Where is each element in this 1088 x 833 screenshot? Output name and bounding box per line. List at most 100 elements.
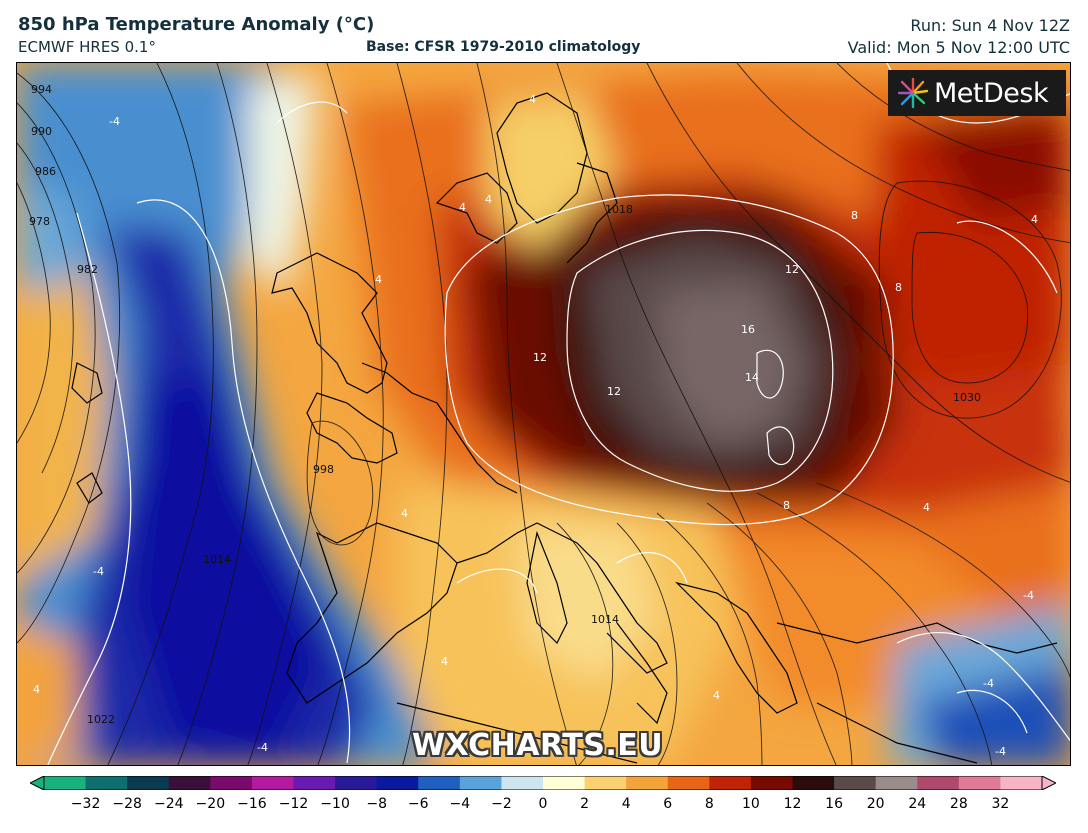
anomaly-label: 8 xyxy=(895,281,902,294)
anomaly-label: 4 xyxy=(401,507,408,520)
isobar-label: 982 xyxy=(77,263,98,276)
anomaly-label: 12 xyxy=(785,263,799,276)
colorbar-tick-label: −16 xyxy=(237,796,267,812)
isobar-label: 1030 xyxy=(953,391,981,404)
anomaly-label: 4 xyxy=(441,655,448,668)
colorbar-tick-label: 6 xyxy=(663,796,673,812)
colorbar-swatch xyxy=(709,776,752,790)
colorbar-swatch xyxy=(168,776,211,790)
colorbar-swatch xyxy=(127,776,170,790)
isobar-label: 990 xyxy=(31,125,52,138)
anomaly-label: -4 xyxy=(257,741,268,754)
colorbar-swatch xyxy=(875,776,918,790)
colorbar-tick-label: −28 xyxy=(112,796,142,812)
anomaly-label: 4 xyxy=(375,273,382,286)
metdesk-logo: MetDesk xyxy=(888,70,1066,116)
colorbar-swatch xyxy=(376,776,419,790)
colorbar-tick-label: −4 xyxy=(449,796,471,812)
anomaly-label: 4 xyxy=(33,683,40,696)
anomaly-field xyxy=(17,63,1070,765)
model-label: ECMWF HRES 0.1° xyxy=(18,38,156,56)
colorbar-tick-label: −8 xyxy=(366,796,387,812)
weather-map[interactable]: 994 990 986 978 982 998 1014 1014 1022 1… xyxy=(16,62,1071,766)
anomaly-map-canvas: 994 990 986 978 982 998 1014 1014 1022 1… xyxy=(17,63,1070,765)
colorbar-swatch xyxy=(1000,776,1043,790)
colorbar-swatch xyxy=(210,776,253,790)
isobar-label: 1014 xyxy=(203,553,231,566)
colorbar-swatch xyxy=(459,776,502,790)
anomaly-labels: -4 4 4 4 4 12 12 12 16 14 8 8 8 4 4 4 4 … xyxy=(33,93,1038,758)
colorbar-tick-label: 16 xyxy=(825,796,843,812)
colorbar-tick-label: −32 xyxy=(70,796,101,812)
anomaly-label: 4 xyxy=(529,93,536,106)
colorbar-swatch xyxy=(543,776,586,790)
colorbar-tick-label: 28 xyxy=(949,796,968,812)
climatology-base-label: Base: CFSR 1979-2010 climatology xyxy=(366,39,641,55)
colorbar-tick-label: 0 xyxy=(538,796,548,812)
colorbar-swatch xyxy=(85,776,128,790)
colorbar-swatch xyxy=(293,776,336,790)
colorbar-tick-labels: −32 −28 −24 −20 −16 −12 −10 −8 −6 −4 −2 0 2 4 6 8 10 12 16… xyxy=(0,796,1088,816)
isobar-label: 998 xyxy=(313,463,334,476)
colorbar-swatch xyxy=(834,776,877,790)
metdesk-logo-text: MetDesk xyxy=(934,77,1049,109)
colorbar-tick-label: 4 xyxy=(621,796,631,812)
colorbar-swatch xyxy=(584,776,627,790)
colorbar-left-arrow xyxy=(30,776,44,790)
colorbar-swatch xyxy=(251,776,294,790)
wxcharts-watermark: WXCHARTS.EU xyxy=(412,728,664,763)
anomaly-label: -4 xyxy=(1023,589,1034,602)
anomaly-label: 4 xyxy=(923,501,930,514)
isobars xyxy=(17,63,1070,765)
metdesk-starburst-icon xyxy=(897,77,929,109)
anomaly-label: 4 xyxy=(1031,213,1038,226)
colorbar-swatch xyxy=(501,776,544,790)
isobar-label: 986 xyxy=(35,165,56,178)
colorbar-tick-label: −6 xyxy=(407,796,429,812)
isobar-label: 1014 xyxy=(591,613,619,626)
anomaly-label: 4 xyxy=(713,689,720,702)
chart-title: 850 hPa Temperature Anomaly (°C) xyxy=(18,14,375,35)
colorbar-tick-label: 12 xyxy=(783,796,802,812)
colorbar-swatch xyxy=(958,776,1001,790)
colorbar-swatch xyxy=(335,776,378,790)
colorbar-tick-label: 10 xyxy=(741,796,760,812)
colorbar-swatch xyxy=(750,776,793,790)
colorbar-swatch xyxy=(792,776,835,790)
colorbar-swatch xyxy=(667,776,710,790)
colorbar-tick-label: 32 xyxy=(991,796,1010,812)
colorbar-tick-label: 20 xyxy=(866,796,885,812)
colorbar-swatches xyxy=(44,776,1043,790)
anomaly-contours xyxy=(47,63,1070,765)
colorbar-tick-label: 24 xyxy=(908,796,927,812)
colorbar-tick-label: −20 xyxy=(195,796,226,812)
isobar-label: 978 xyxy=(29,215,50,228)
colorbar-tick-label: −24 xyxy=(153,796,184,812)
colorbar-swatch xyxy=(917,776,960,790)
valid-time-label: Valid: Mon 5 Nov 12:00 UTC xyxy=(847,38,1070,57)
anomaly-label: -4 xyxy=(995,745,1006,758)
colorbar-tick-label: 8 xyxy=(704,796,714,812)
anomaly-label: 4 xyxy=(459,201,466,214)
anomaly-label: 8 xyxy=(851,209,858,222)
anomaly-label: 8 xyxy=(783,499,790,512)
pressure-labels: 994 990 986 978 982 998 1014 1014 1022 1… xyxy=(29,83,981,726)
run-time-label: Run: Sun 4 Nov 12Z xyxy=(910,16,1070,35)
colorbar xyxy=(30,776,1056,790)
anomaly-label: 4 xyxy=(485,193,492,206)
colorbar-tick-label: −2 xyxy=(491,796,512,812)
isobar-label: 1022 xyxy=(87,713,115,726)
anomaly-label: -4 xyxy=(93,565,104,578)
colorbar-right-arrow xyxy=(1042,776,1056,790)
isobar-label: 1018 xyxy=(605,203,633,216)
anomaly-label: 16 xyxy=(741,323,755,336)
colorbar-tick-label: −12 xyxy=(278,796,309,812)
anomaly-label: 12 xyxy=(533,351,547,364)
isobar-label: 994 xyxy=(31,83,52,96)
colorbar-swatch xyxy=(626,776,669,790)
anomaly-label: -4 xyxy=(109,115,120,128)
colorbar-swatch xyxy=(418,776,461,790)
anomaly-label: -4 xyxy=(983,677,994,690)
colorbar-swatch xyxy=(44,776,87,790)
colorbar-tick-label: 2 xyxy=(580,796,590,812)
